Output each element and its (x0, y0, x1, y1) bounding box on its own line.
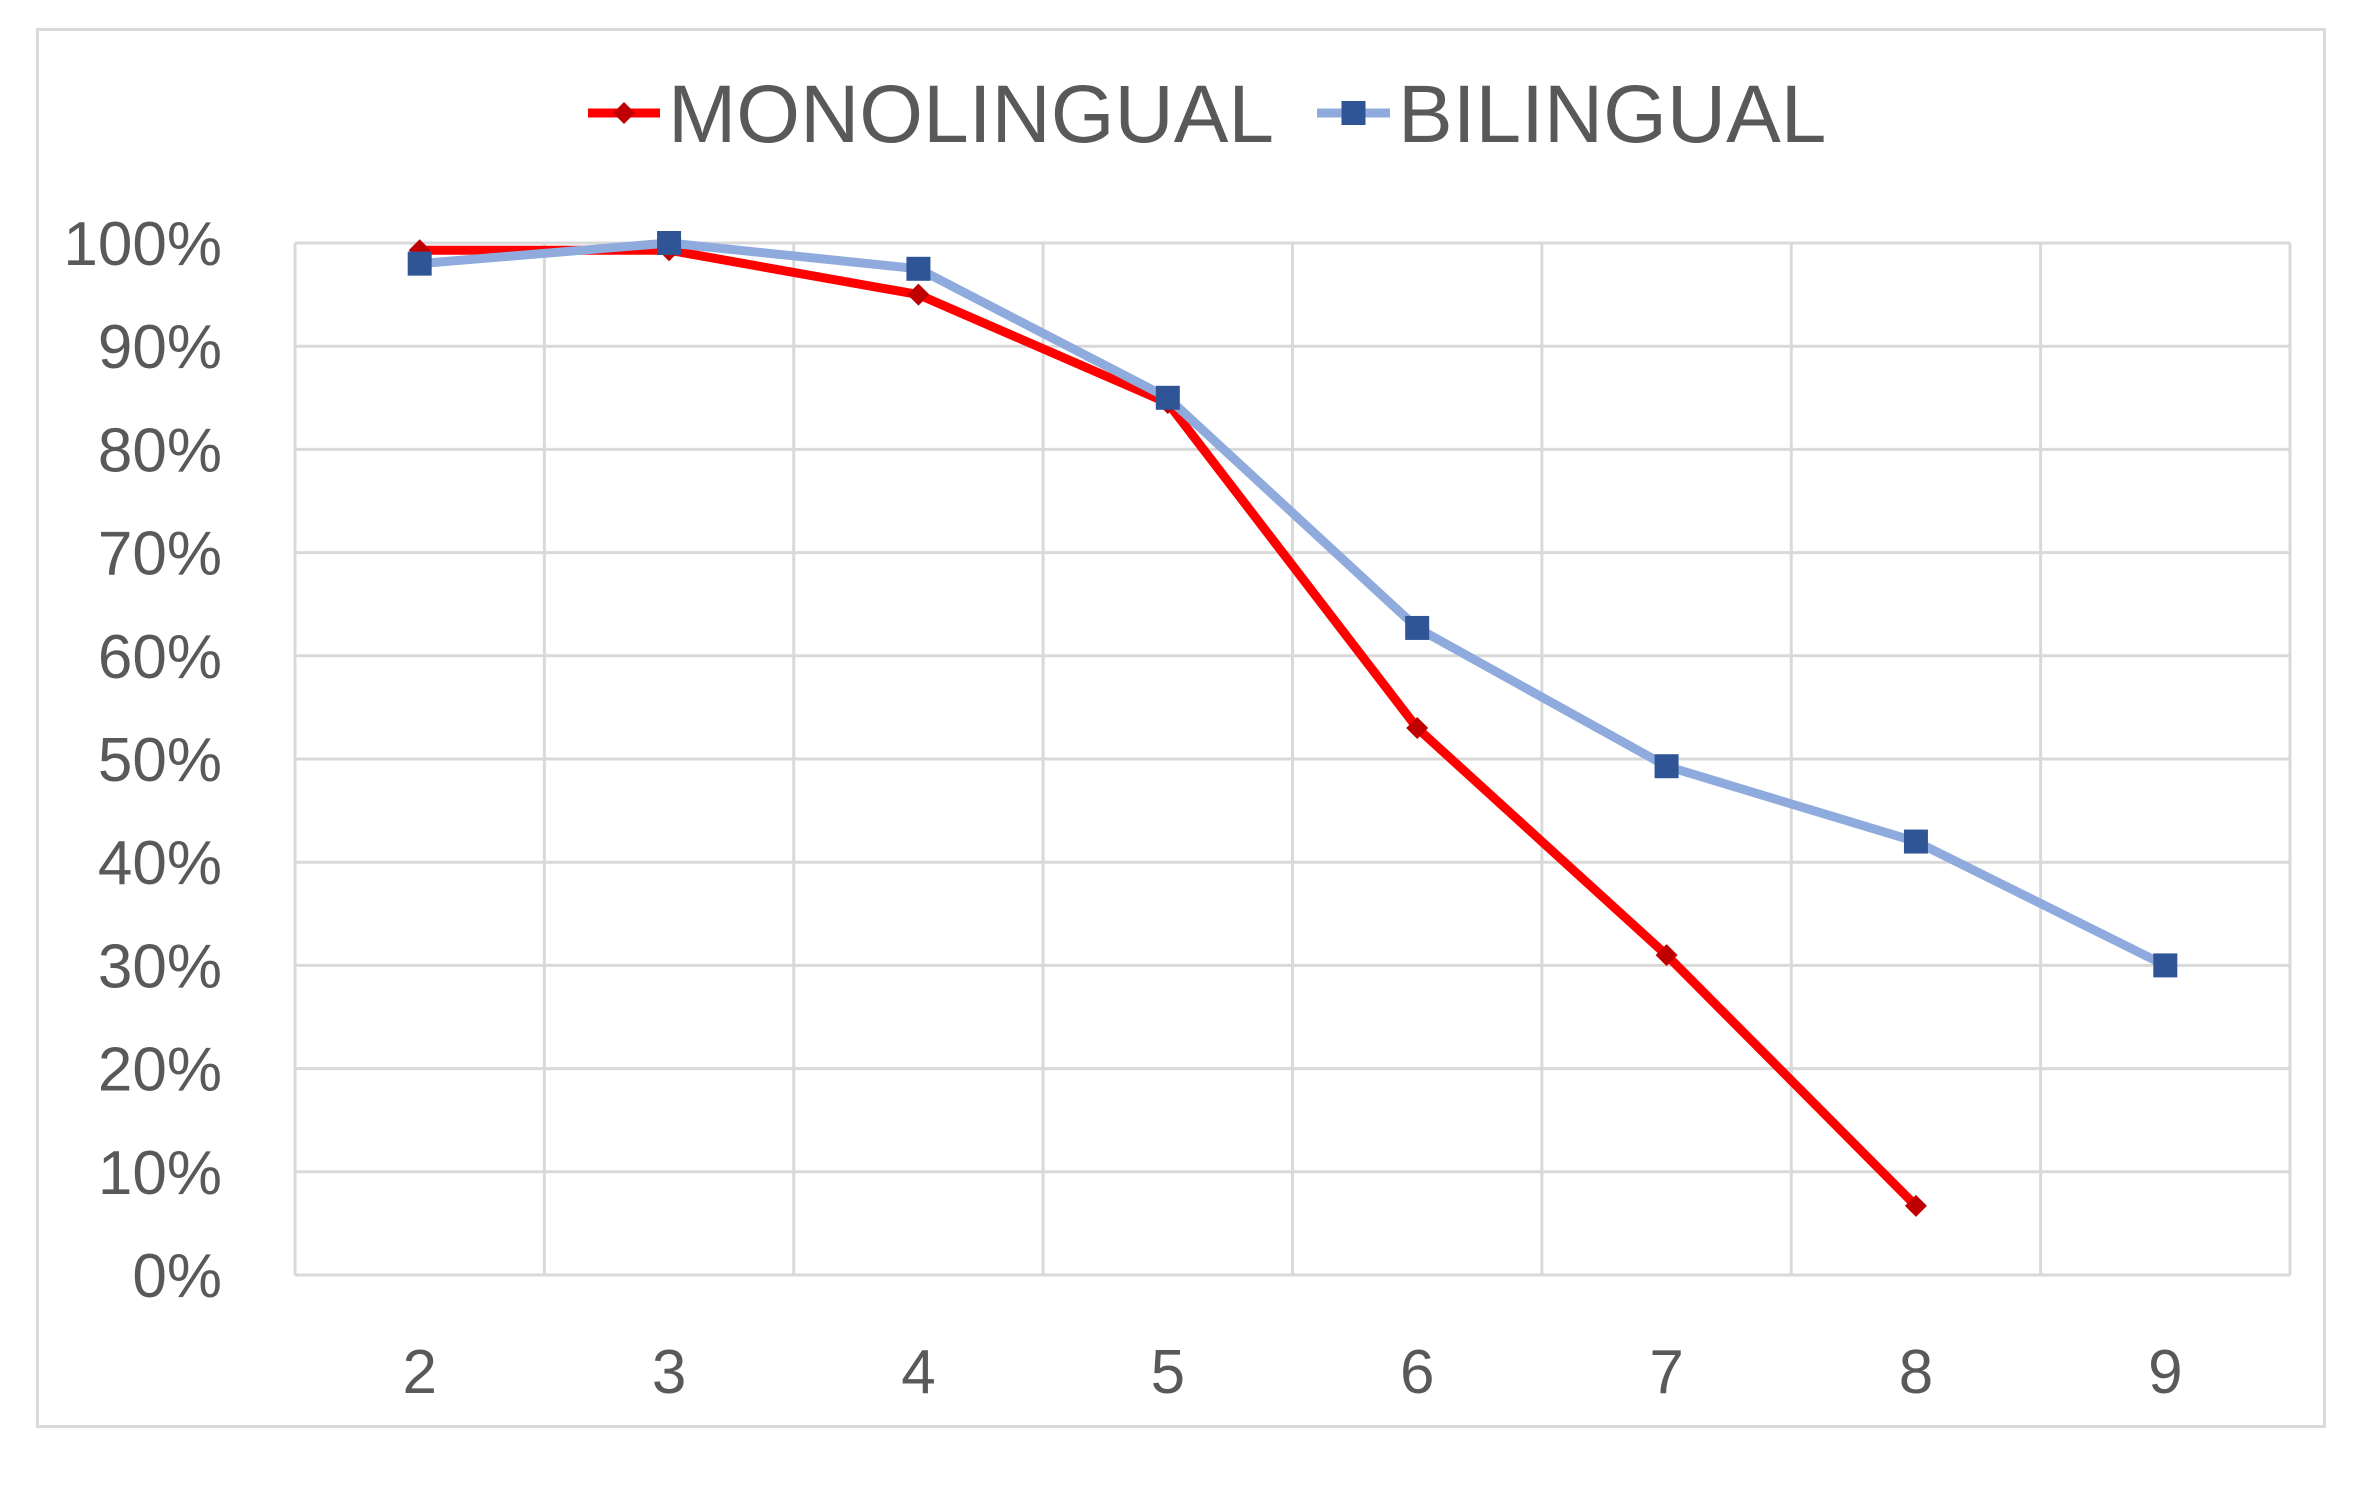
data-point-monolingual (1406, 717, 1429, 740)
data-point-bilingual (906, 256, 931, 281)
data-point-bilingual (1405, 615, 1430, 640)
y-tick-label: 0% (132, 1242, 222, 1311)
y-tick-label: 70% (98, 520, 222, 589)
x-tick-label: 7 (1649, 1338, 1683, 1407)
x-tick-label: 8 (1899, 1338, 1933, 1407)
x-axis-tick-labels: 2 3 4 5 6 7 8 9 (402, 1338, 2182, 1407)
y-tick-label: 80% (98, 416, 222, 485)
legend-marker-diamond (613, 102, 635, 124)
grid (293, 241, 2292, 1277)
data-point-bilingual (1903, 829, 1928, 854)
data-point-bilingual (1155, 385, 1180, 410)
legend: MONOLINGUAL BILINGUAL (588, 69, 1826, 160)
data-point-bilingual (407, 251, 432, 276)
x-tick-label: 2 (402, 1338, 436, 1407)
data-point-monolingual (1904, 1194, 1927, 1217)
legend-label: MONOLINGUAL (668, 69, 1274, 160)
x-tick-label: 3 (652, 1338, 686, 1407)
x-tick-label: 4 (901, 1338, 935, 1407)
data-point-bilingual (2153, 953, 2178, 978)
data-point-monolingual (1655, 944, 1678, 967)
x-tick-label: 6 (1400, 1338, 1434, 1407)
x-tick-label: 5 (1151, 1338, 1185, 1407)
data-point-monolingual (907, 283, 930, 306)
series-line-bilingual (415, 238, 2170, 970)
legend-item-bilingual: BILINGUAL (1317, 69, 1826, 160)
data-point-bilingual (657, 231, 682, 255)
y-tick-label: 40% (98, 829, 222, 898)
y-tick-label: 20% (98, 1036, 222, 1105)
legend-item-monolingual: MONOLINGUAL (588, 69, 1274, 160)
series-markers (407, 231, 2178, 1217)
data-point-bilingual (1654, 754, 1679, 779)
x-tick-label: 9 (2148, 1338, 2182, 1407)
y-tick-label: 50% (98, 726, 222, 795)
y-tick-label: 10% (98, 1139, 222, 1208)
y-tick-label: 100% (63, 210, 222, 279)
y-axis-tick-labels: 0% 10% 20% 30% 40% 50% 60% 70% 80% 90% 100% (63, 210, 222, 1311)
legend-label: BILINGUAL (1398, 69, 1826, 160)
y-tick-label: 30% (98, 932, 222, 1001)
y-tick-label: 90% (98, 313, 222, 382)
legend-marker-square (1341, 101, 1366, 125)
y-tick-label: 60% (98, 623, 222, 692)
